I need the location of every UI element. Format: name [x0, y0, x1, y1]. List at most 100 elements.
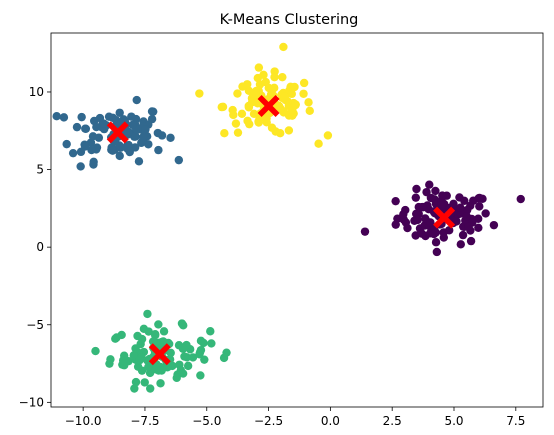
- data-point: [437, 201, 446, 210]
- data-point: [253, 73, 263, 83]
- data-point: [91, 346, 100, 356]
- data-point: [305, 106, 314, 116]
- data-point: [266, 90, 276, 99]
- data-point: [174, 155, 184, 165]
- x-tick-label: −2.5: [254, 414, 283, 428]
- data-point: [132, 95, 141, 105]
- data-point: [411, 193, 421, 202]
- centroid-marker: [433, 206, 456, 229]
- centroids-layer: [106, 94, 456, 366]
- data-point: [481, 209, 490, 218]
- data-point: [466, 236, 476, 246]
- data-point: [229, 110, 238, 120]
- data-point: [172, 373, 181, 383]
- data-point: [106, 355, 115, 364]
- data-point: [411, 231, 420, 240]
- data-point: [426, 218, 435, 227]
- data-point: [52, 112, 61, 121]
- data-point: [399, 210, 408, 219]
- data-point: [474, 223, 483, 233]
- data-point: [278, 107, 288, 116]
- data-point: [431, 238, 441, 247]
- centroid-marker: [148, 343, 171, 366]
- data-point: [77, 112, 86, 122]
- data-point: [200, 355, 209, 364]
- data-point: [403, 223, 412, 233]
- x-tick-label: 7.5: [506, 414, 525, 428]
- data-point: [264, 83, 273, 93]
- data-point: [237, 109, 247, 118]
- data-point: [279, 42, 288, 52]
- data-point: [156, 379, 165, 388]
- data-point: [133, 331, 142, 341]
- data-point: [464, 222, 473, 231]
- y-tick-label: −10: [19, 395, 44, 409]
- data-point: [220, 129, 229, 138]
- data-point: [87, 145, 96, 155]
- data-point: [124, 128, 133, 138]
- data-point: [287, 106, 296, 116]
- data-point: [425, 180, 434, 189]
- data-point: [153, 128, 163, 138]
- x-tick-label: −10.0: [65, 414, 102, 428]
- data-point: [206, 327, 215, 336]
- data-point: [456, 240, 465, 249]
- data-point: [108, 146, 117, 155]
- x-tick-label: −5.0: [192, 414, 221, 428]
- data-point: [130, 132, 139, 141]
- data-point: [222, 348, 231, 357]
- data-point: [154, 320, 163, 329]
- data-point: [449, 199, 458, 208]
- data-point: [150, 331, 160, 340]
- data-point: [183, 361, 193, 371]
- data-point: [72, 122, 82, 132]
- data-point: [431, 186, 440, 196]
- data-point: [462, 211, 471, 221]
- data-point: [438, 191, 447, 200]
- data-point: [141, 125, 150, 134]
- data-point: [196, 371, 205, 380]
- data-point: [432, 247, 442, 257]
- data-point: [166, 133, 175, 142]
- data-point: [188, 353, 198, 362]
- data-point: [134, 157, 144, 166]
- data-point: [151, 365, 161, 374]
- data-point: [516, 194, 525, 204]
- data-point: [159, 327, 169, 336]
- data-point: [299, 89, 308, 98]
- data-point: [99, 119, 108, 128]
- data-point: [119, 351, 129, 360]
- centroid-marker: [257, 94, 280, 117]
- chart-title: K-Means Clustering: [220, 12, 359, 28]
- data-point: [475, 202, 484, 211]
- data-point: [287, 89, 297, 99]
- data-point: [412, 184, 421, 194]
- data-point: [125, 146, 134, 156]
- data-point: [255, 80, 265, 89]
- data-point: [278, 72, 287, 82]
- data-point: [439, 233, 448, 242]
- data-point: [127, 112, 136, 121]
- data-point: [217, 102, 226, 112]
- data-point: [144, 362, 153, 372]
- x-tick-label: 2.5: [383, 414, 402, 428]
- data-point: [154, 145, 163, 155]
- data-point: [417, 229, 427, 238]
- data-point: [280, 92, 289, 101]
- data-point: [231, 119, 241, 128]
- data-point: [422, 187, 431, 197]
- data-point: [299, 78, 309, 88]
- data-point: [254, 63, 264, 72]
- data-point: [244, 101, 253, 111]
- x-tick-label: 5.0: [444, 414, 463, 428]
- data-point: [458, 230, 468, 240]
- y-tick-label: 10: [29, 85, 44, 99]
- y-axis: −10 −5 0 5 10: [19, 85, 51, 409]
- data-point: [270, 72, 279, 82]
- data-point: [68, 148, 78, 158]
- data-point: [131, 377, 141, 387]
- data-point: [76, 162, 85, 171]
- data-point: [267, 123, 277, 132]
- data-point: [80, 142, 90, 151]
